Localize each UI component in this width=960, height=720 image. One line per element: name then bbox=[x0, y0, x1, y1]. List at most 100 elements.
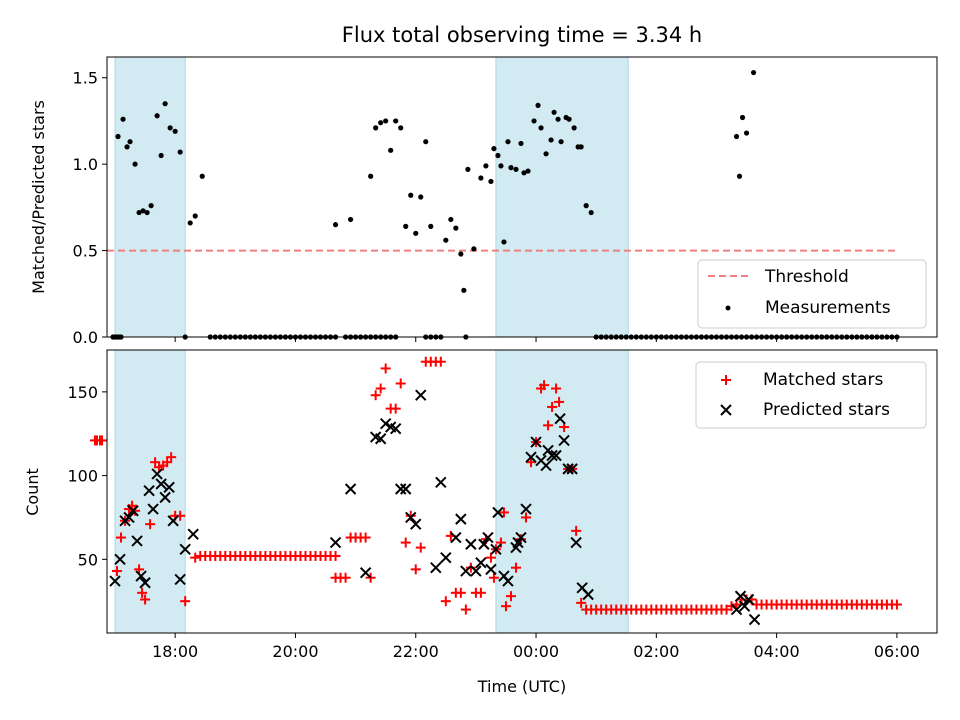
matched-star-point bbox=[465, 562, 476, 573]
measurement-point bbox=[491, 146, 497, 152]
measurement-point bbox=[488, 178, 494, 185]
predicted-star-point bbox=[460, 565, 472, 577]
predicted-star-point bbox=[455, 513, 467, 525]
predicted-star-b bbox=[460, 565, 472, 577]
predicted-star-b bbox=[558, 434, 570, 447]
matched-star-point bbox=[390, 403, 401, 414]
predicted-star-b bbox=[470, 565, 482, 577]
predicted-star-point bbox=[490, 543, 502, 555]
measurement-point bbox=[465, 166, 471, 172]
predicted-star-point bbox=[139, 577, 151, 589]
matched-star-point bbox=[180, 596, 191, 607]
predicted-star-point bbox=[738, 600, 751, 612]
bot-ytick-label: 150 bbox=[67, 383, 98, 402]
predicted-star-point bbox=[187, 528, 199, 540]
predicted-star-point bbox=[374, 433, 387, 445]
matched-star-point bbox=[891, 599, 902, 610]
measurement-point bbox=[127, 139, 133, 145]
predicted-star-point bbox=[525, 451, 537, 463]
predicted-star-b bbox=[566, 463, 578, 475]
matched-star-point bbox=[96, 435, 107, 446]
legend-predicted-label: Predicted stars bbox=[763, 400, 890, 420]
predicted-star-b bbox=[389, 422, 402, 435]
predicted-star-b bbox=[738, 600, 751, 612]
matched-star-point bbox=[475, 587, 486, 598]
predicted-star-b bbox=[131, 535, 143, 547]
measurement-point bbox=[162, 101, 168, 107]
predicted-star-b bbox=[515, 531, 527, 544]
predicted-star-point bbox=[410, 518, 422, 530]
measurement-point bbox=[388, 147, 394, 153]
predicted-star-b bbox=[400, 483, 412, 495]
top-axes: 0.0 0.5 1.0 1.5 bbox=[73, 56, 938, 347]
measurement-point bbox=[167, 125, 173, 131]
matched-star-point bbox=[460, 604, 471, 615]
matched-star-point bbox=[488, 572, 499, 583]
measurement-point bbox=[443, 237, 449, 243]
predicted-star-b bbox=[410, 518, 422, 530]
predicted-star-point bbox=[734, 590, 747, 602]
top-shade-band bbox=[114, 56, 186, 338]
matched-star-point bbox=[521, 512, 532, 523]
bot-xtick-label: 18:00 bbox=[152, 642, 198, 661]
predicted-star-b bbox=[570, 536, 582, 549]
predicted-star-b bbox=[139, 577, 151, 589]
predicted-star-point bbox=[748, 613, 761, 626]
measurement-point bbox=[158, 152, 164, 159]
predicted-star-point bbox=[530, 436, 542, 448]
predicted-star-point bbox=[558, 434, 570, 447]
measurement-point bbox=[428, 223, 434, 229]
measurement-point bbox=[172, 128, 178, 134]
matched-star-point bbox=[137, 587, 148, 598]
bottom-xlabel: Time (UTC) bbox=[477, 677, 566, 696]
measurement-point bbox=[566, 116, 572, 122]
predicted-star-b bbox=[525, 451, 537, 463]
measurement-point bbox=[483, 163, 489, 169]
predicted-star-point bbox=[389, 422, 402, 435]
matched-star-point bbox=[116, 532, 127, 543]
measurement-point bbox=[583, 203, 589, 209]
matched-star-point bbox=[505, 591, 516, 602]
matched-star-point bbox=[547, 401, 558, 412]
predicted-star-point bbox=[465, 538, 477, 550]
predicted-star-b bbox=[395, 483, 407, 495]
predicted-star-b bbox=[344, 483, 357, 495]
matched-star-point bbox=[498, 507, 509, 518]
predicted-star-b bbox=[379, 417, 392, 430]
predicted-star-b bbox=[123, 511, 135, 524]
bot-xtick-label: 06:00 bbox=[874, 642, 920, 661]
matched-star-point bbox=[340, 572, 351, 583]
predicted-star-point bbox=[415, 389, 427, 401]
predicted-star-point bbox=[475, 556, 487, 569]
measurement-point bbox=[398, 125, 404, 131]
measurement-point bbox=[571, 125, 577, 131]
measurement-point bbox=[531, 118, 537, 124]
measurement-point bbox=[177, 149, 183, 155]
predicted-star-point bbox=[405, 511, 417, 524]
measurement-point bbox=[501, 239, 507, 245]
predicted-star-b bbox=[179, 543, 191, 555]
matched-star-point bbox=[162, 457, 173, 468]
predicted-star-point bbox=[127, 505, 139, 517]
matched-star-point bbox=[526, 457, 537, 468]
predicted-star-point bbox=[159, 491, 171, 504]
predicted-star-b bbox=[490, 543, 502, 555]
measurement-point bbox=[478, 175, 484, 181]
measurement-point bbox=[408, 192, 414, 198]
legend-bottom: Matched stars Predicted stars bbox=[695, 361, 927, 429]
matched-star-point bbox=[455, 587, 466, 598]
measurement-point bbox=[551, 109, 557, 115]
predicted-star-point bbox=[546, 449, 558, 462]
matched-star-point bbox=[539, 380, 550, 391]
predicted-star-b bbox=[167, 515, 179, 527]
matched-star-point bbox=[145, 519, 156, 530]
legend-matched-swatch bbox=[721, 375, 731, 385]
predicted-star-b bbox=[405, 511, 417, 524]
predicted-star-b bbox=[540, 459, 552, 472]
predicted-star-b bbox=[369, 431, 382, 443]
predicted-star-point bbox=[540, 459, 552, 472]
predicted-star-point bbox=[344, 483, 357, 495]
top-ytick-label: 1.5 bbox=[73, 69, 98, 88]
predicted-star-point bbox=[179, 543, 191, 555]
